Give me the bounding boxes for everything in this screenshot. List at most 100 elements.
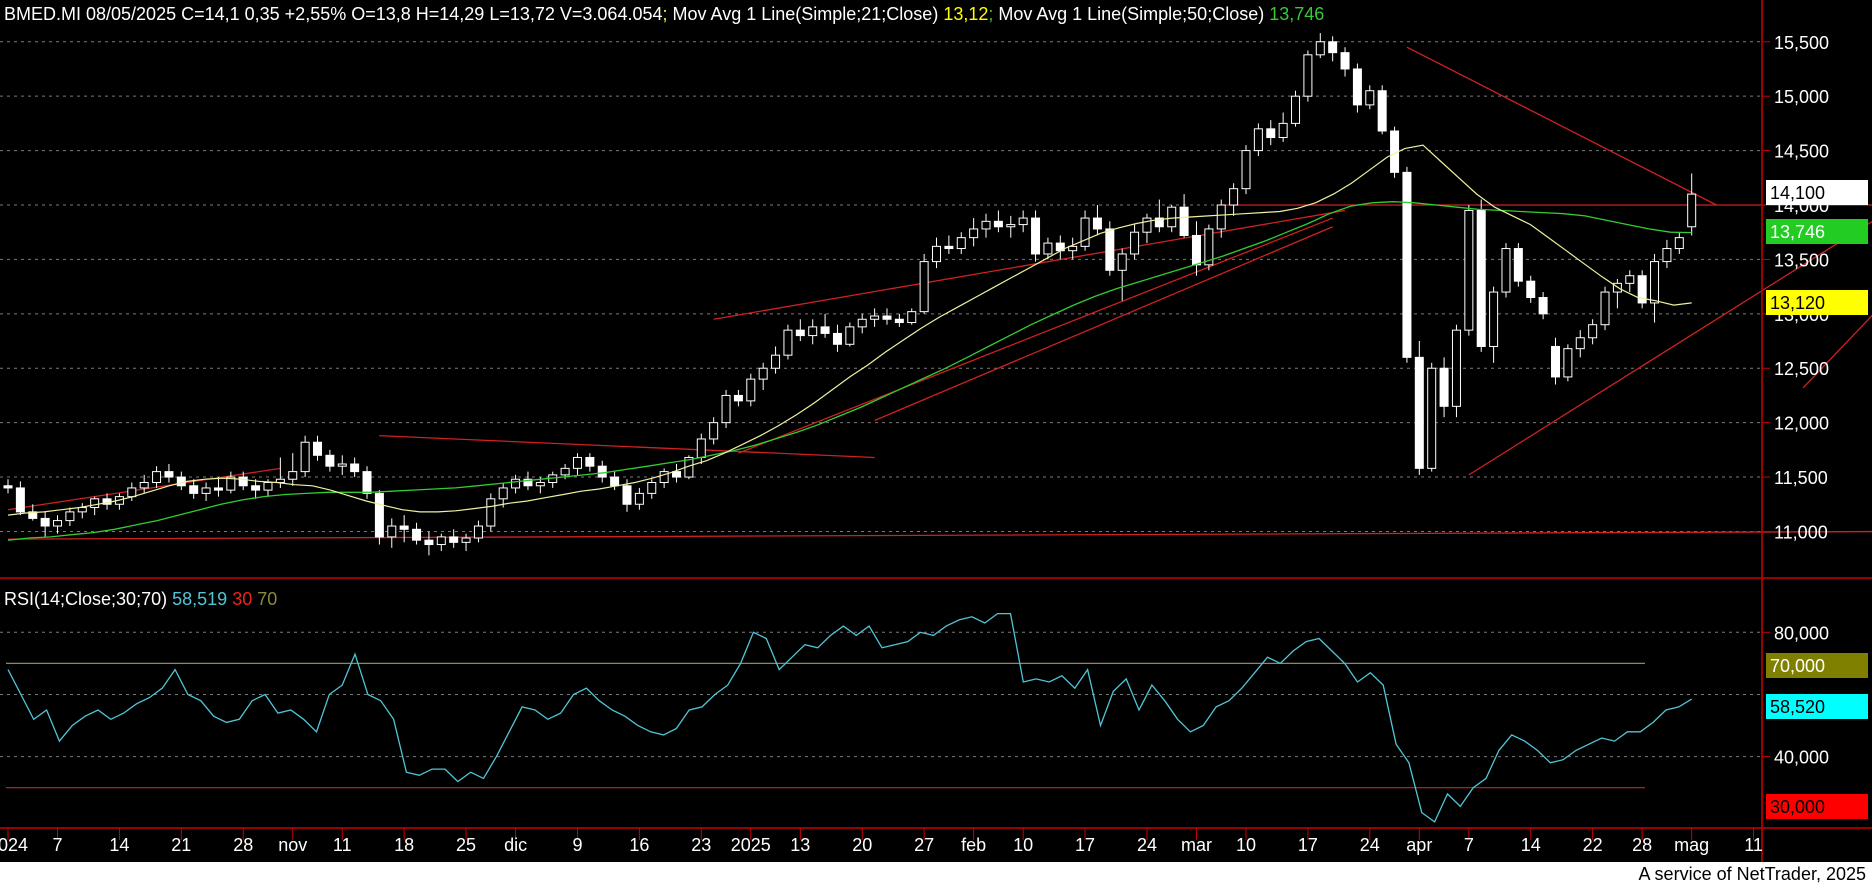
candle-body xyxy=(1179,206,1189,236)
last-close-tag-bg xyxy=(1766,180,1868,205)
candle-body xyxy=(758,367,768,380)
candle-body xyxy=(981,220,991,230)
rsi-series xyxy=(7,612,1693,823)
candle-body xyxy=(1402,171,1412,358)
rsi-30-tag: 30,000 xyxy=(1770,797,1825,817)
candle-body xyxy=(832,332,842,345)
x-tick-label: 21 xyxy=(171,835,191,855)
chart-grid xyxy=(0,41,1762,789)
candle-body xyxy=(15,487,25,513)
candle-body xyxy=(387,525,397,538)
ma50-line xyxy=(7,201,1692,541)
candle-body xyxy=(1253,128,1263,152)
candle-body xyxy=(1229,188,1239,206)
price-tick-label: 15,000 xyxy=(1774,87,1829,107)
candle-body xyxy=(28,511,38,519)
candle-body xyxy=(473,525,483,539)
candle-body xyxy=(560,467,570,476)
price-tick-label: 14,500 xyxy=(1774,142,1829,162)
price-tick-label: 15,500 xyxy=(1774,33,1829,53)
candlestick-series xyxy=(3,33,1697,556)
price-tick-label: 13,500 xyxy=(1774,250,1829,270)
candle-body xyxy=(622,485,632,505)
x-tick-label: 13 xyxy=(790,835,810,855)
candle-body xyxy=(164,471,174,478)
rsi-value: 58,519 xyxy=(172,589,228,609)
candle-body xyxy=(1352,68,1362,106)
rsi-line xyxy=(7,612,1693,823)
candle-body xyxy=(300,441,310,473)
rsi-header: RSI(14;Close;30;70) 58,519 30 70 xyxy=(4,589,277,610)
x-tick-label: 17 xyxy=(1298,835,1318,855)
candle-body xyxy=(1018,217,1028,226)
candle-body xyxy=(1575,337,1585,350)
candle-body xyxy=(1080,217,1090,247)
candle-body xyxy=(783,329,793,356)
candle-body xyxy=(1625,275,1635,284)
price-tick-label: 12,500 xyxy=(1774,359,1829,379)
candle-body xyxy=(634,492,644,505)
candle-body xyxy=(956,237,966,250)
candle-body xyxy=(3,485,13,489)
candle-body xyxy=(1650,261,1660,304)
last-close-tag: 14,100 xyxy=(1770,183,1825,203)
candle-body xyxy=(1031,217,1041,255)
candle-body xyxy=(1563,348,1573,378)
ma21-tag-bg xyxy=(1766,290,1868,315)
candle-body xyxy=(1315,41,1325,56)
candle-body xyxy=(40,517,50,527)
candle-body xyxy=(412,528,422,541)
candle-body xyxy=(969,228,979,239)
candle-body xyxy=(993,220,1003,228)
x-axis-ticks: 2024 7 14 21 28 nov 11 18 25 dic 9 16 23 2025 13 20 27 fe… xyxy=(0,828,1763,855)
candle-body xyxy=(1439,367,1449,407)
x-tick-label: 16 xyxy=(629,835,649,855)
trendline xyxy=(738,217,1333,454)
candle-body xyxy=(1501,248,1511,293)
candle-body xyxy=(461,537,471,543)
x-tick-label: 10 xyxy=(1236,835,1256,855)
candle-body xyxy=(362,471,372,494)
candle-body xyxy=(201,487,211,494)
candle-body xyxy=(1191,234,1201,266)
candle-body xyxy=(1476,209,1486,347)
candle-body xyxy=(1513,248,1523,282)
x-tick-label: 28 xyxy=(233,835,253,855)
chart-header: BMED.MI 08/05/2025 C=14,1 0,35 +2,55% O=… xyxy=(4,4,1324,25)
candle-body xyxy=(672,471,682,478)
candle-body xyxy=(1451,329,1461,407)
x-tick-label: 22 xyxy=(1583,835,1603,855)
candle-body xyxy=(176,476,186,487)
y-axis-ticks: 15,50015,00014,50014,00013,50013,00012,5… xyxy=(1762,33,1829,768)
candle-body xyxy=(585,456,595,467)
trendline xyxy=(874,226,1333,422)
candle-body xyxy=(325,454,335,467)
candle-body xyxy=(1538,297,1548,315)
candle-body xyxy=(350,463,360,473)
x-tick-label: 18 xyxy=(394,835,414,855)
candle-body xyxy=(1687,193,1697,228)
candle-body xyxy=(845,326,855,345)
candle-body xyxy=(696,438,706,458)
candle-body xyxy=(733,394,743,402)
ma50-label: Mov Avg 1 Line(Simple;50;Close) xyxy=(998,4,1265,24)
rsi-label: RSI(14;Close;30;70) xyxy=(4,589,168,609)
rsi-70-tag: 70,000 xyxy=(1770,656,1825,676)
candle-body xyxy=(944,245,954,250)
price-tick-label: 11,500 xyxy=(1774,468,1828,488)
candle-body xyxy=(857,318,867,328)
candle-body xyxy=(870,315,880,320)
candle-body xyxy=(610,476,620,487)
candle-body xyxy=(263,482,273,491)
x-tick-label: 17 xyxy=(1075,835,1095,855)
candle-body xyxy=(213,487,223,491)
x-tick-label: 11 xyxy=(333,835,352,855)
trendline xyxy=(1468,220,1872,476)
rsi-tick-label: 80,000 xyxy=(1774,623,1829,643)
x-tick-label: 24 xyxy=(1360,835,1380,855)
ma21-tag: 13,120 xyxy=(1770,293,1825,313)
candle-body xyxy=(1154,217,1164,228)
trendline xyxy=(713,209,1346,320)
candle-body xyxy=(1130,231,1140,255)
